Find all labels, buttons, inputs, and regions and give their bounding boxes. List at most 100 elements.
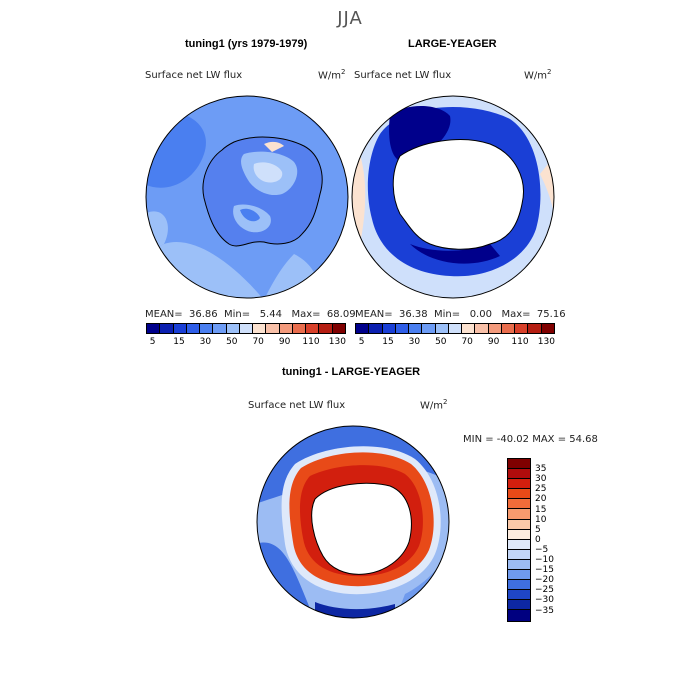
colorbar-swatch [508,559,530,571]
right-antarctica-outline [392,139,524,250]
colorbar-tick-label: 130 [537,337,555,347]
colorbar-swatch [279,324,293,333]
season-title: JJA [337,8,363,29]
colorbar-tick-label: 30 [408,337,421,347]
left-colorbar-labels: 5 15 30 50 70 90 110 130 [146,337,346,349]
colorbar-swatch [226,324,240,333]
colorbar-tick-label: 0 [535,534,541,545]
colorbar-swatch [508,479,530,490]
colorbar-swatch [508,600,530,611]
colorbar-tick-label: 35 [535,464,547,475]
colorbar-tick-label: −25 [535,585,554,596]
left-units-label: W/m2 [318,68,346,82]
left-map-contour [240,208,260,222]
left-map-border [145,95,349,299]
left-colorbar [146,323,346,334]
left-panel-title: tuning1 (yrs 1979-1979) [185,38,308,50]
colorbar-swatch [508,580,530,591]
colorbar-swatch [508,469,530,480]
colorbar-swatch [332,324,345,333]
colorbar-tick-label: −5 [535,544,549,555]
colorbar-tick-label: 15 [535,504,547,515]
colorbar-tick-label: 5 [358,337,365,347]
right-panel-title: LARGE-YEAGER [408,38,497,50]
colorbar-tick-label: 5 [149,337,156,347]
colorbar-tick-label: 110 [511,337,529,347]
colorbar-tick-label: 90 [487,337,500,347]
colorbar-tick-label: −10 [535,555,554,565]
right-map-border [351,95,555,299]
diff-antarctic-map [256,425,450,619]
colorbar-tick-label: 130 [328,337,346,347]
colorbar-swatch [409,324,423,333]
colorbar-tick-label: 50 [435,337,447,347]
diff-minmax: MIN = -40.02 MAX = 54.68 [463,434,598,445]
colorbar-swatch [508,570,530,581]
colorbar-tick-label: −35 [535,605,554,616]
left-stats: MEAN= 36.86 Min= 5.44 Max= 68.09 [145,309,356,320]
colorbar-swatch [435,324,449,333]
colorbar-swatch [395,324,410,333]
colorbar-swatch [515,324,529,333]
colorbar-tick-label: −20 [535,575,554,586]
colorbar-tick-label: −30 [535,595,554,606]
colorbar-swatch [356,324,370,333]
colorbar-swatch [508,610,530,621]
colorbar-tick-label: 30 [199,337,212,347]
colorbar-swatch [200,324,214,333]
colorbar-swatch [448,324,463,333]
colorbar-swatch [488,324,502,333]
colorbar-tick-label: 70 [461,337,473,347]
colorbar-swatch [292,324,307,333]
colorbar-swatch [508,499,530,510]
colorbar-swatch [508,539,530,550]
colorbar-swatch [541,324,554,333]
colorbar-tick-label: 10 [535,514,547,525]
colorbar-swatch [508,489,530,500]
right-map-contour [389,105,451,163]
right-stats: MEAN= 36.38 Min= 0.00 Max= 75.16 [355,309,566,320]
right-antarctic-map [351,95,555,299]
colorbar-swatch [160,324,174,333]
left-variable-label: Surface net LW flux [145,70,243,81]
colorbar-swatch [306,324,320,333]
colorbar-swatch [253,324,267,333]
right-units-label: W/m2 [524,68,552,82]
colorbar-swatch [508,529,530,540]
colorbar-tick-label: 20 [535,494,547,505]
colorbar-swatch [508,590,530,601]
colorbar-swatch [266,324,280,333]
colorbar-tick-label: 5 [535,524,541,535]
colorbar-swatch [173,324,187,333]
colorbar-swatch [186,324,201,333]
colorbar-swatch [239,324,254,333]
left-antarctic-map [145,95,349,299]
colorbar-tick-label: 30 [535,474,547,485]
colorbar-tick-label: 15 [382,337,394,347]
colorbar-swatch [475,324,489,333]
colorbar-tick-label: 25 [535,484,547,495]
colorbar-tick-label: 90 [278,337,291,347]
diff-panel-title: tuning1 - LARGE-YEAGER [282,366,421,378]
diff-variable-label: Surface net LW flux [248,400,346,411]
colorbar-tick-label: 15 [173,337,185,347]
colorbar-tick-label: 50 [226,337,238,347]
colorbar-swatch [508,549,530,560]
colorbar-swatch [382,324,396,333]
left-map-contour [253,162,283,183]
colorbar-swatch [508,509,530,520]
diff-antarctica-outline [311,482,412,575]
colorbar-swatch [508,519,530,530]
colorbar-swatch [213,324,227,333]
left-map-contour [264,141,284,152]
diff-map-border [256,425,450,619]
colorbar-swatch [147,324,161,333]
right-variable-label: Surface net LW flux [354,70,452,81]
colorbar-tick-label: 110 [302,337,320,347]
diff-units-label: W/m2 [420,398,448,412]
colorbar-swatch [319,324,333,333]
colorbar-tick-label: 70 [252,337,264,347]
colorbar-swatch [508,459,530,470]
colorbar-swatch [369,324,383,333]
colorbar-swatch [501,324,516,333]
